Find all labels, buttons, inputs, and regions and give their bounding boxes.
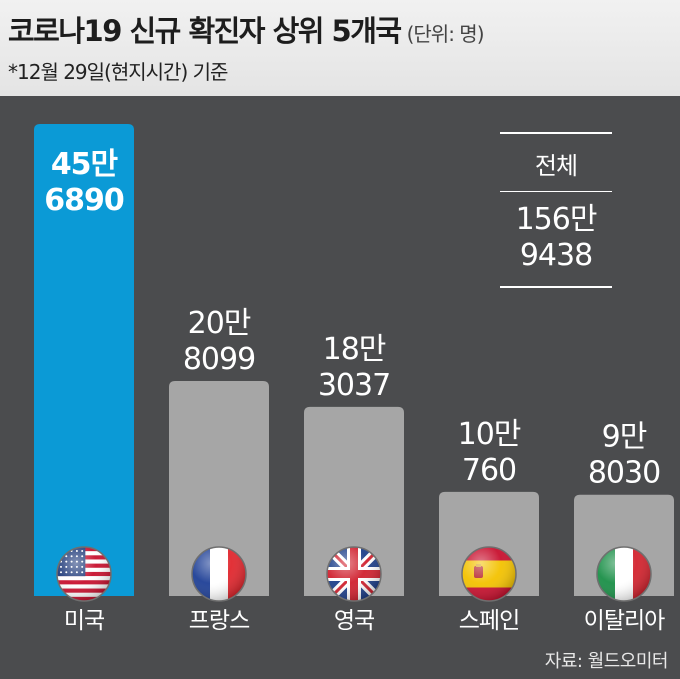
- data-label-2-line1: 18만: [323, 332, 386, 367]
- total-mid-rule: [500, 190, 612, 192]
- data-label-1-line1: 20만: [188, 306, 251, 341]
- category-label-3: 스페인: [459, 608, 519, 634]
- data-label-4-line1: 9만: [602, 420, 647, 455]
- data-label-0-line2: 6890: [44, 183, 124, 218]
- france-flag-icon: [191, 546, 247, 602]
- total-value-line1: 156만: [515, 202, 598, 237]
- total-top-rule: [500, 132, 612, 134]
- data-label-0-line1: 45만: [51, 147, 119, 182]
- bar-2: [304, 406, 404, 596]
- total-bottom-rule: [500, 286, 612, 288]
- category-label-4: 이탈리아: [584, 608, 665, 634]
- spain-flag-icon: [461, 546, 517, 602]
- category-label-2: 영국: [334, 608, 374, 634]
- data-label-4-line2: 8030: [588, 456, 660, 491]
- source-note: 자료: 월드오미터: [544, 651, 669, 672]
- category-label-1: 프랑스: [189, 608, 249, 634]
- data-label-3-line2: 760: [462, 453, 516, 488]
- chart-title: 코로나19 신규 확진자 상위 5개국 (단위: 명): [8, 8, 484, 50]
- chart-subtitle: *12월 29일(현지시간) 기준: [8, 60, 228, 84]
- data-label-2-line2: 3037: [318, 368, 390, 403]
- total-label: 전체: [534, 151, 578, 180]
- title-text: 코로나19 신규 확진자 상위 5개국: [8, 14, 402, 48]
- total-value: 156만 9438: [500, 202, 612, 274]
- uk-flag-icon: [326, 546, 382, 602]
- usa-flag-icon: [56, 546, 112, 602]
- bar-1: [169, 381, 269, 596]
- italy-flag-icon: [596, 546, 652, 602]
- total-value-line2: 9438: [519, 238, 593, 273]
- bar-0: [34, 124, 134, 596]
- data-label-1-line2: 8099: [183, 342, 255, 377]
- unit-label: (단위: 명): [406, 22, 485, 46]
- total-box: 전체 156만 9438: [500, 132, 612, 288]
- header-band: [0, 0, 680, 96]
- data-label-3-line1: 10만: [458, 417, 521, 452]
- category-label-0: 미국: [64, 608, 104, 634]
